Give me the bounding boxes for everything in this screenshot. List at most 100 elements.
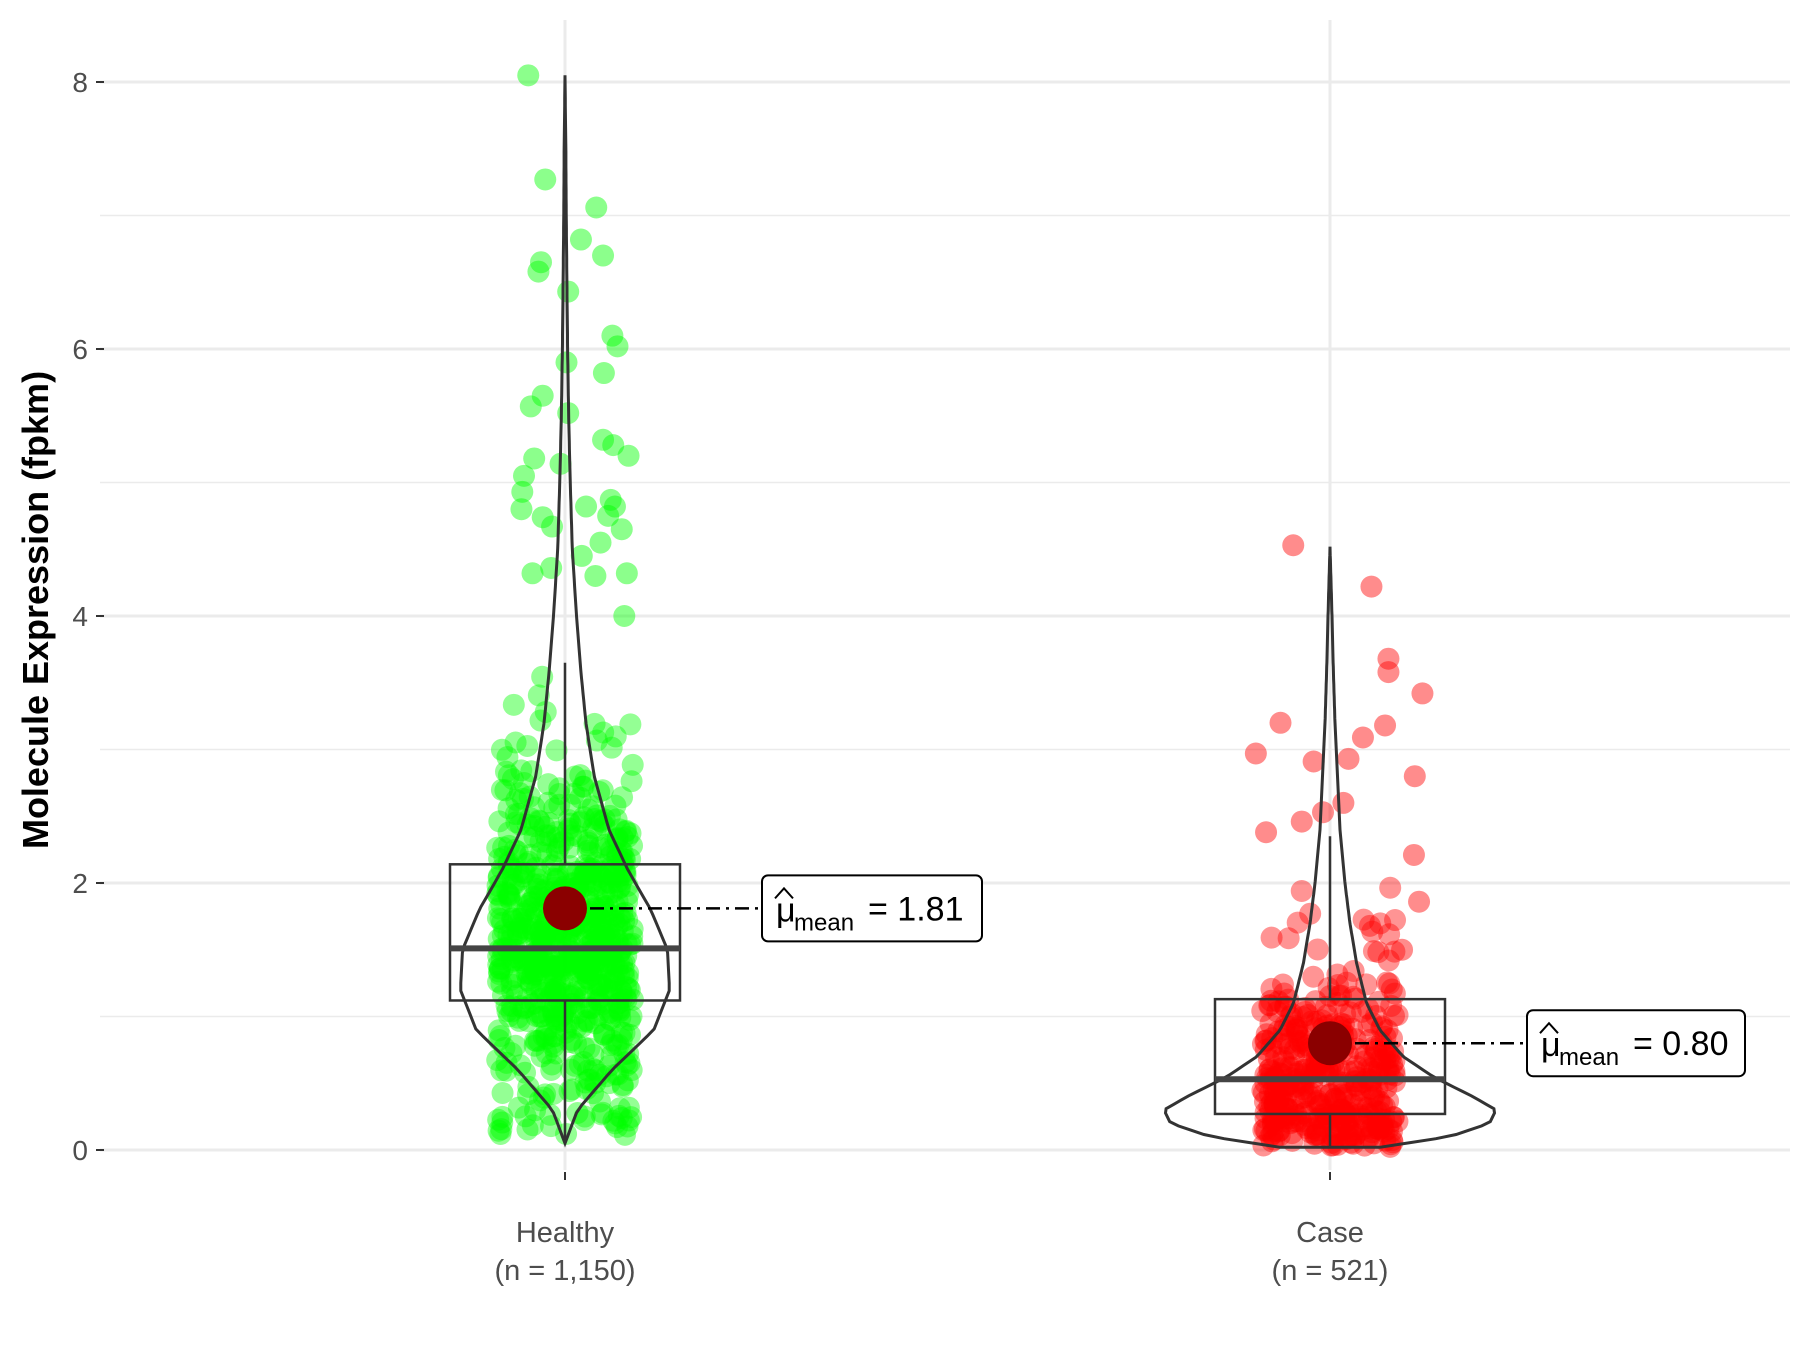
healthy-point (501, 980, 524, 1003)
healthy-point (490, 893, 513, 916)
case-point (1373, 1095, 1396, 1118)
case-point (1306, 1089, 1329, 1112)
healthy-point (610, 1027, 633, 1050)
y-tick-label: 2 (72, 868, 88, 899)
case-point (1274, 995, 1297, 1018)
healthy-outlier-point (592, 362, 615, 385)
case-point (1272, 1080, 1295, 1103)
case-point (1272, 1110, 1295, 1133)
healthy-point (501, 946, 524, 969)
case-point (1377, 1059, 1400, 1082)
healthy-point (577, 1011, 600, 1034)
case-point (1282, 1110, 1305, 1133)
healthy-point (542, 1082, 565, 1105)
case-point (1252, 1081, 1275, 1104)
healthy-point (543, 1025, 566, 1048)
n-label-case: (n = 521) (1272, 1255, 1389, 1287)
case-point (1264, 1095, 1287, 1118)
healthy-point (486, 836, 509, 859)
healthy-point (616, 883, 639, 906)
healthy-point (490, 1059, 513, 1082)
healthy-point (490, 1118, 513, 1141)
healthy-point (591, 1101, 614, 1124)
healthy-point (578, 955, 601, 978)
case-point (1344, 1123, 1367, 1146)
y-tick-label: 4 (72, 601, 88, 632)
case-point (1350, 1105, 1373, 1128)
healthy-point (576, 1059, 599, 1082)
case-point (1377, 1117, 1400, 1140)
healthy-point (506, 922, 529, 945)
case-point (1365, 1099, 1388, 1122)
case-point (1255, 1119, 1278, 1142)
healthy-point (555, 950, 578, 973)
healthy-point (582, 955, 605, 978)
healthy-point (613, 1123, 636, 1146)
healthy-point (524, 960, 547, 983)
case-point (1354, 1044, 1377, 1067)
healthy-point (509, 1054, 532, 1077)
case-point (1329, 1115, 1352, 1138)
healthy-point (593, 881, 616, 904)
healthy-point (501, 920, 524, 943)
healthy-point (491, 924, 514, 947)
healthy-point (592, 1023, 615, 1046)
healthy-point (540, 984, 563, 1007)
healthy-point (557, 808, 580, 831)
healthy-point (608, 905, 631, 928)
case-point (1278, 1037, 1301, 1060)
case-point (1293, 997, 1316, 1020)
healthy-point (590, 865, 613, 888)
healthy-point (579, 958, 602, 981)
healthy-point (593, 1023, 616, 1046)
case-point (1383, 940, 1406, 963)
healthy-point (548, 949, 571, 972)
healthy-point (515, 899, 538, 922)
healthy-point (609, 876, 632, 899)
hat-accent (774, 886, 794, 900)
case-point (1295, 1117, 1318, 1140)
case-point (1271, 973, 1294, 996)
case-point (1360, 1121, 1383, 1144)
case-point (1380, 1120, 1403, 1143)
healthy-point (584, 950, 607, 973)
healthy-point (523, 959, 546, 982)
healthy-point (614, 820, 637, 843)
healthy-point (511, 865, 534, 888)
healthy-point (534, 1024, 557, 1047)
healthy-point (517, 962, 540, 985)
case-point (1258, 1082, 1281, 1105)
case-point (1369, 1048, 1392, 1071)
healthy-point (588, 975, 611, 998)
healthy-point (491, 1111, 514, 1134)
healthy-point (599, 845, 622, 868)
case-point (1370, 1111, 1393, 1134)
healthy-point (572, 1051, 595, 1074)
case-point (1328, 1110, 1351, 1133)
healthy-point (527, 809, 550, 832)
case-point (1310, 1093, 1333, 1116)
healthy-outlier-point (530, 251, 552, 274)
healthy-point (560, 1028, 583, 1051)
healthy-point (521, 993, 544, 1016)
healthy-point (616, 967, 639, 990)
healthy-outlier-point (531, 384, 554, 407)
case-point (1291, 1029, 1314, 1052)
case-point (1264, 1081, 1287, 1104)
healthy-point (516, 969, 539, 992)
healthy-point (601, 1029, 624, 1052)
case-point (1267, 1120, 1290, 1143)
healthy-point (500, 1000, 523, 1023)
case-point (1374, 1048, 1397, 1071)
healthy-point (545, 821, 568, 844)
case-outlier-point (1377, 661, 1400, 684)
case-point (1254, 1029, 1277, 1052)
healthy-point (585, 924, 608, 947)
healthy-point (580, 997, 603, 1020)
healthy-point (589, 928, 612, 951)
case-point (1379, 1046, 1402, 1069)
healthy-point (564, 959, 587, 982)
healthy-point (619, 822, 642, 845)
